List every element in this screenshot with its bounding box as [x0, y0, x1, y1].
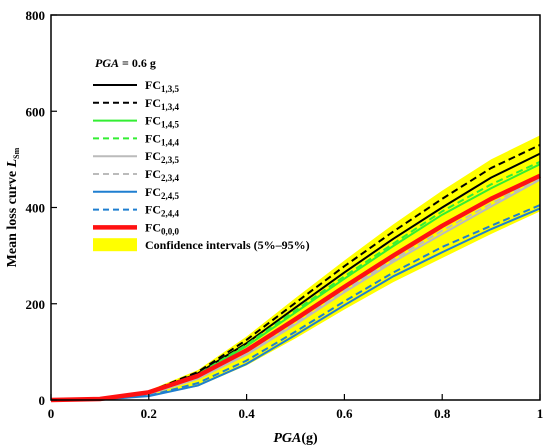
- legend-label-fc-2-4-5: FC2,4,5: [145, 185, 180, 201]
- series-layer: [50, 144, 541, 403]
- y-tick-label: 0: [39, 393, 46, 408]
- x-tick-label: 0.2: [141, 406, 157, 421]
- pga-annotation: PGA = 0.6 g: [95, 56, 156, 70]
- confidence-band-layer: [51, 135, 540, 400]
- x-axis-title: PGA(g): [273, 431, 318, 446]
- y-axis-title-subscript: Sm: [12, 147, 21, 158]
- legend-label-confidence-band: Confidence intervals (5%–95%): [145, 238, 310, 252]
- pga-annotation-value: = 0.6 g: [119, 56, 156, 70]
- y-tick-label: 800: [26, 8, 46, 23]
- ticks-layer: 0 0.2 0.4 0.6 0.8 1 0 200 400 600 800: [26, 8, 544, 421]
- x-tick-label: 1: [537, 406, 544, 421]
- legend-swatch-confidence-band: [93, 238, 137, 252]
- x-tick-label: 0: [48, 406, 55, 421]
- y-tick-label: 600: [26, 104, 46, 119]
- x-axis-title-italic: PGA: [273, 431, 301, 446]
- x-axis-title-unit: (g): [301, 431, 318, 446]
- y-tick-label: 200: [26, 297, 46, 312]
- y-axis-title-main: Mean loss curve: [5, 167, 20, 267]
- x-tick-label: 0.6: [336, 406, 353, 421]
- legend-label-fc-2-3-4: FC2,3,4: [145, 167, 180, 183]
- y-axis-title-symbol: L: [5, 159, 20, 169]
- legend-label-fc-1-3-5: FC1,3,5: [145, 78, 180, 94]
- series-line-fc-0-0-0: [50, 173, 541, 403]
- legend-label-fc-1-4-4: FC1,4,4: [145, 131, 180, 147]
- legend-label-fc-0-0-0: FC0,0,0: [145, 220, 180, 236]
- legend-label-fc-2-4-4: FC2,4,4: [145, 203, 180, 219]
- legend-label-fc-2-3-5: FC2,3,5: [145, 149, 180, 165]
- x-tick-label: 0.8: [434, 406, 451, 421]
- legend-label-fc-1-4-5: FC1,4,5: [145, 114, 180, 130]
- series-line-fc-1-3-4: [50, 144, 541, 401]
- confidence-band: [51, 135, 540, 400]
- legend-label-fc-1-3-4: FC1,3,4: [145, 96, 180, 112]
- series-line-fc-2-4-4: [50, 204, 541, 401]
- y-tick-label: 400: [26, 201, 46, 216]
- pga-annotation-symbol: PGA: [95, 56, 119, 70]
- y-axis-title: Mean loss curve LSm: [5, 147, 21, 267]
- x-tick-label: 0.4: [238, 406, 255, 421]
